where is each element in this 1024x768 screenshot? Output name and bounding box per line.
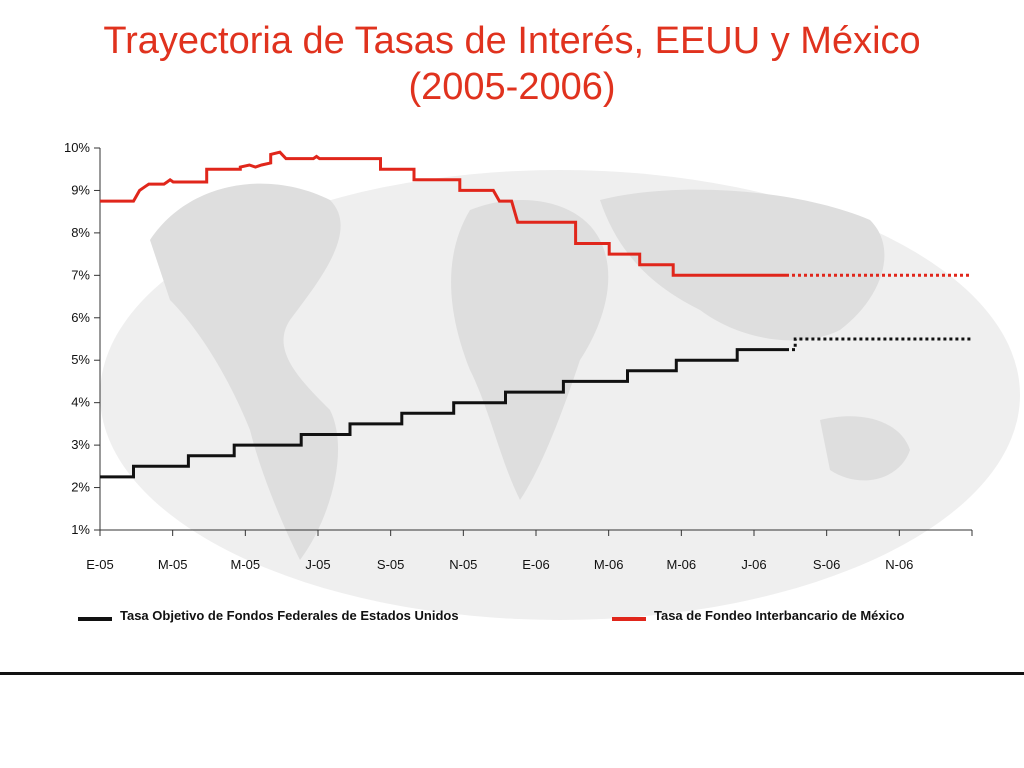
x-tick-label: J-06 — [741, 557, 766, 572]
x-axis-ticks: E-05 M-05 M-05 J-05 S-05 N-05 E-06 M-06 M-06 J-06… — [86, 530, 973, 572]
legend-swatch-us — [78, 616, 112, 621]
y-tick-label: 4% — [71, 395, 90, 410]
series-mexico-interbank-line — [100, 150, 786, 277]
x-tick-label: J-05 — [305, 557, 330, 572]
y-tick-label: 10% — [64, 140, 90, 155]
legend-item-us: Tasa Objetivo de Fondos Federales de Est… — [78, 608, 459, 623]
bottom-divider — [0, 672, 1024, 675]
x-tick-label: E-05 — [86, 557, 113, 572]
y-tick-label: 9% — [71, 182, 90, 197]
series-us-fed-funds-line — [100, 348, 786, 479]
legend-item-mexico: Tasa de Fondeo Interbancario de México — [612, 608, 904, 623]
map-americas — [150, 183, 341, 560]
y-tick-label: 7% — [71, 267, 90, 282]
x-tick-label: M-05 — [158, 557, 188, 572]
x-tick-label: N-06 — [885, 557, 913, 572]
y-tick-label: 2% — [71, 480, 90, 495]
x-tick-label: E-06 — [522, 557, 549, 572]
y-tick-label: 6% — [71, 310, 90, 325]
series-us-fed-funds-projection — [786, 337, 972, 352]
legend-swatch-mexico — [612, 616, 646, 621]
x-tick-label: M-06 — [667, 557, 697, 572]
x-tick-label: M-05 — [231, 557, 261, 572]
chart-title: Trayectoria de Tasas de Interés, EEUU y … — [0, 18, 1024, 110]
series-layer — [100, 150, 972, 479]
map-asia — [600, 189, 885, 341]
y-tick-label: 8% — [71, 225, 90, 240]
chart-title-line-1: Trayectoria de Tasas de Interés, EEUU y … — [103, 20, 921, 62]
map-australia — [820, 416, 910, 481]
y-axis-ticks: 1% 2% 3% 4% 5% 6% 7% 8% 9% 10% — [64, 140, 100, 537]
legend-label-mexico: Tasa de Fondeo Interbancario de México — [654, 608, 905, 623]
x-tick-label: M-06 — [594, 557, 624, 572]
y-tick-label: 5% — [71, 352, 90, 367]
legend-label-us: Tasa Objetivo de Fondos Federales de Est… — [120, 608, 459, 623]
y-tick-label: 3% — [71, 437, 90, 452]
x-tick-label: S-05 — [377, 557, 404, 572]
chart-title-line-2: (2005-2006) — [408, 66, 616, 108]
x-tick-label: N-05 — [449, 557, 477, 572]
chart-plot: 1% 2% 3% 4% 5% 6% 7% 8% 9% 10% E-05 M-05 M-05 J-05 S-… — [64, 140, 1020, 620]
y-tick-label: 1% — [71, 522, 90, 537]
map-africa-europe — [451, 200, 609, 500]
world-map-background — [100, 170, 1020, 620]
x-tick-label: S-06 — [813, 557, 840, 572]
